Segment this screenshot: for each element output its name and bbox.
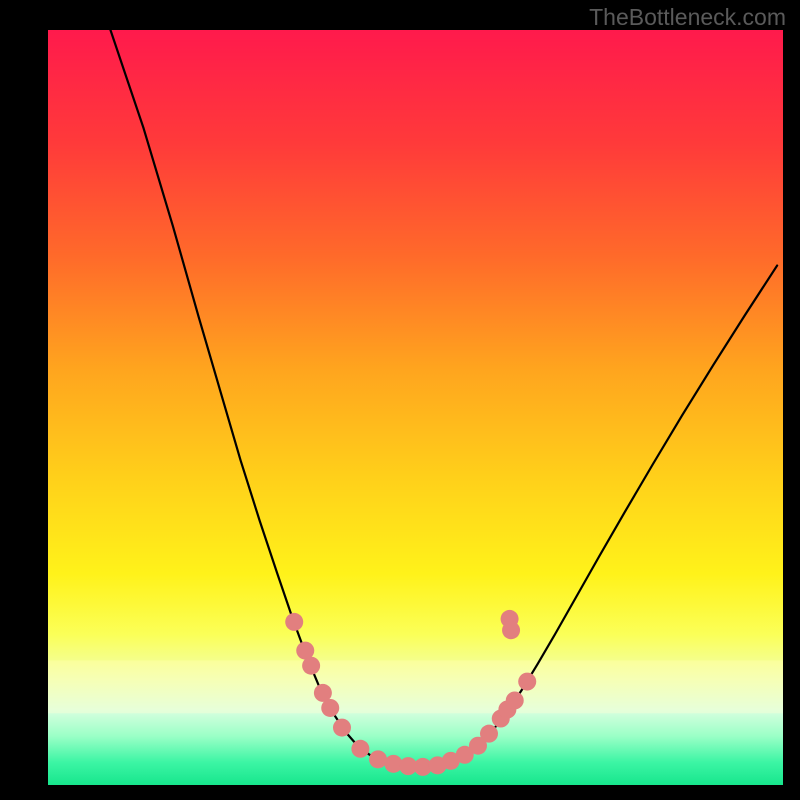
bottleneck-chart [0, 0, 800, 800]
highlight-band [48, 660, 783, 713]
watermark-text: TheBottleneck.com [589, 4, 786, 31]
